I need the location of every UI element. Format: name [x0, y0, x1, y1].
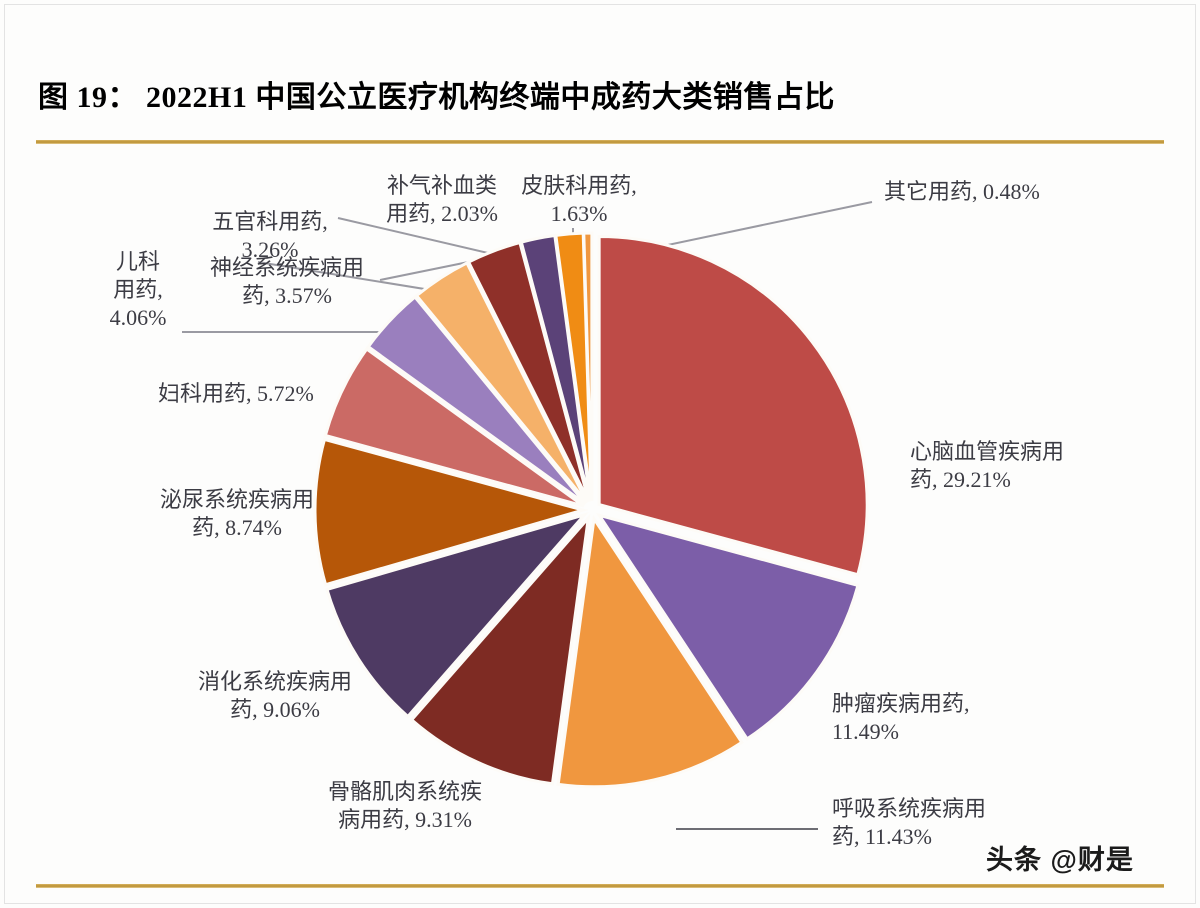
- page-title: 图 19： 2022H1 中国公立医疗机构终端中成药大类销售占比: [38, 81, 835, 114]
- pie-label-digestive: 消化系统疾病用 药, 9.06%: [197, 669, 352, 723]
- pie-label-qi-blood: 补气补血类 用药, 2.03%: [386, 173, 498, 227]
- pie-label-oncology: 肿瘤疾病用药, 11.49%: [832, 691, 970, 745]
- pie-slice: [556, 514, 744, 789]
- pie-slice: [582, 231, 594, 502]
- pie-slice: [313, 437, 589, 587]
- pie-label-dermatology: 皮肤科用药, 1.63%: [521, 173, 637, 227]
- pie-chart: [182, 201, 873, 830]
- pie-slice: [325, 511, 589, 719]
- bottom-divider-rule: [36, 884, 1164, 888]
- pie-slice: [323, 346, 585, 508]
- pie-label-urinary: 泌尿系统疾病用 药, 8.74%: [159, 487, 314, 541]
- pie-slice: [414, 260, 589, 504]
- title-divider-rule: [36, 140, 1164, 144]
- pie-slice: [366, 294, 587, 506]
- pie-slice: [409, 513, 591, 786]
- pie-label-other: 其它用药, 0.48%: [884, 179, 1040, 204]
- pie-slice: [595, 512, 860, 741]
- pie-label-pediatrics: 儿科 用药, 4.06%: [109, 249, 167, 331]
- watermark: 头条 @财是: [986, 845, 1134, 875]
- pie-label-respiratory: 呼吸系统疾病用 药, 11.43%: [832, 796, 987, 850]
- pie-label-ent: 五官科用药, 3.26%: [212, 209, 328, 263]
- pie-label-musculoskeletal: 骨骼肌肉系统疾 病用药, 9.31%: [327, 779, 482, 833]
- pie-slice: [466, 240, 591, 503]
- pie-label-neurology: 神经系统疾病用 药, 3.57%: [209, 255, 364, 309]
- pie-label-gynecology: 妇科用药, 5.72%: [158, 381, 314, 406]
- pie-slices: [313, 231, 869, 789]
- pie-slice: [597, 235, 869, 577]
- pie-label-cardio: 心脑血管疾病用 药, 29.21%: [910, 439, 1065, 493]
